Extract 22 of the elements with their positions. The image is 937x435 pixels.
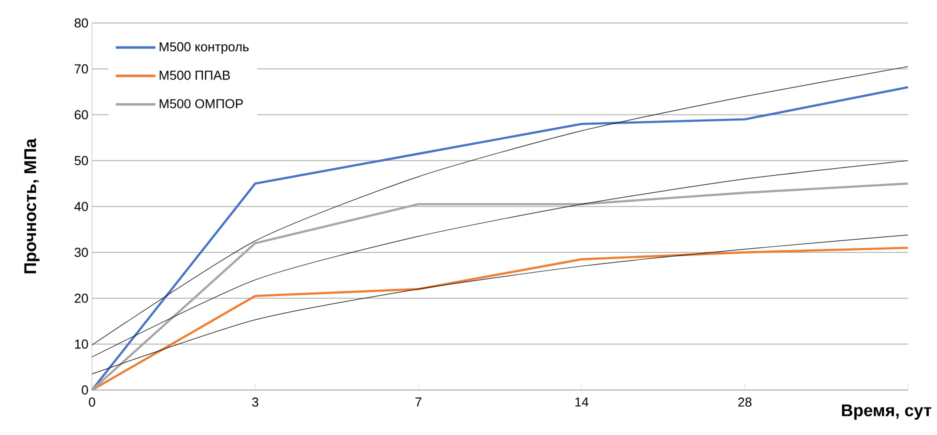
legend-label: М500 контроль (160, 42, 249, 54)
line-series (92, 66, 908, 346)
y-tick-label: 0 (82, 385, 88, 395)
x-tick-label: 3 (252, 398, 258, 407)
legend-label: М500 ОМПОР (160, 99, 243, 108)
y-tick-label: 10 (75, 340, 88, 349)
y-axis-title: Прочность, МПа (24, 138, 40, 274)
y-tick-label: 20 (74, 294, 88, 303)
x-tick-label: 7 (415, 398, 422, 406)
y-tick-label: 40 (74, 202, 88, 212)
y-tick-label: 60 (74, 110, 88, 120)
x-tick-label: 28 (738, 398, 752, 407)
y-tick-label: 70 (74, 64, 88, 74)
y-tick-label: 30 (74, 248, 88, 257)
y-tick-label: 50 (74, 156, 88, 166)
legend-label: М500 ППАВ (160, 70, 230, 80)
x-tick-label: 14 (575, 398, 588, 406)
line-series (92, 160, 908, 358)
y-tick-label: 80 (74, 18, 88, 28)
x-tick-label: 0 (88, 398, 96, 407)
x-axis-title: Время, сут (842, 404, 932, 420)
line-series (92, 234, 908, 374)
